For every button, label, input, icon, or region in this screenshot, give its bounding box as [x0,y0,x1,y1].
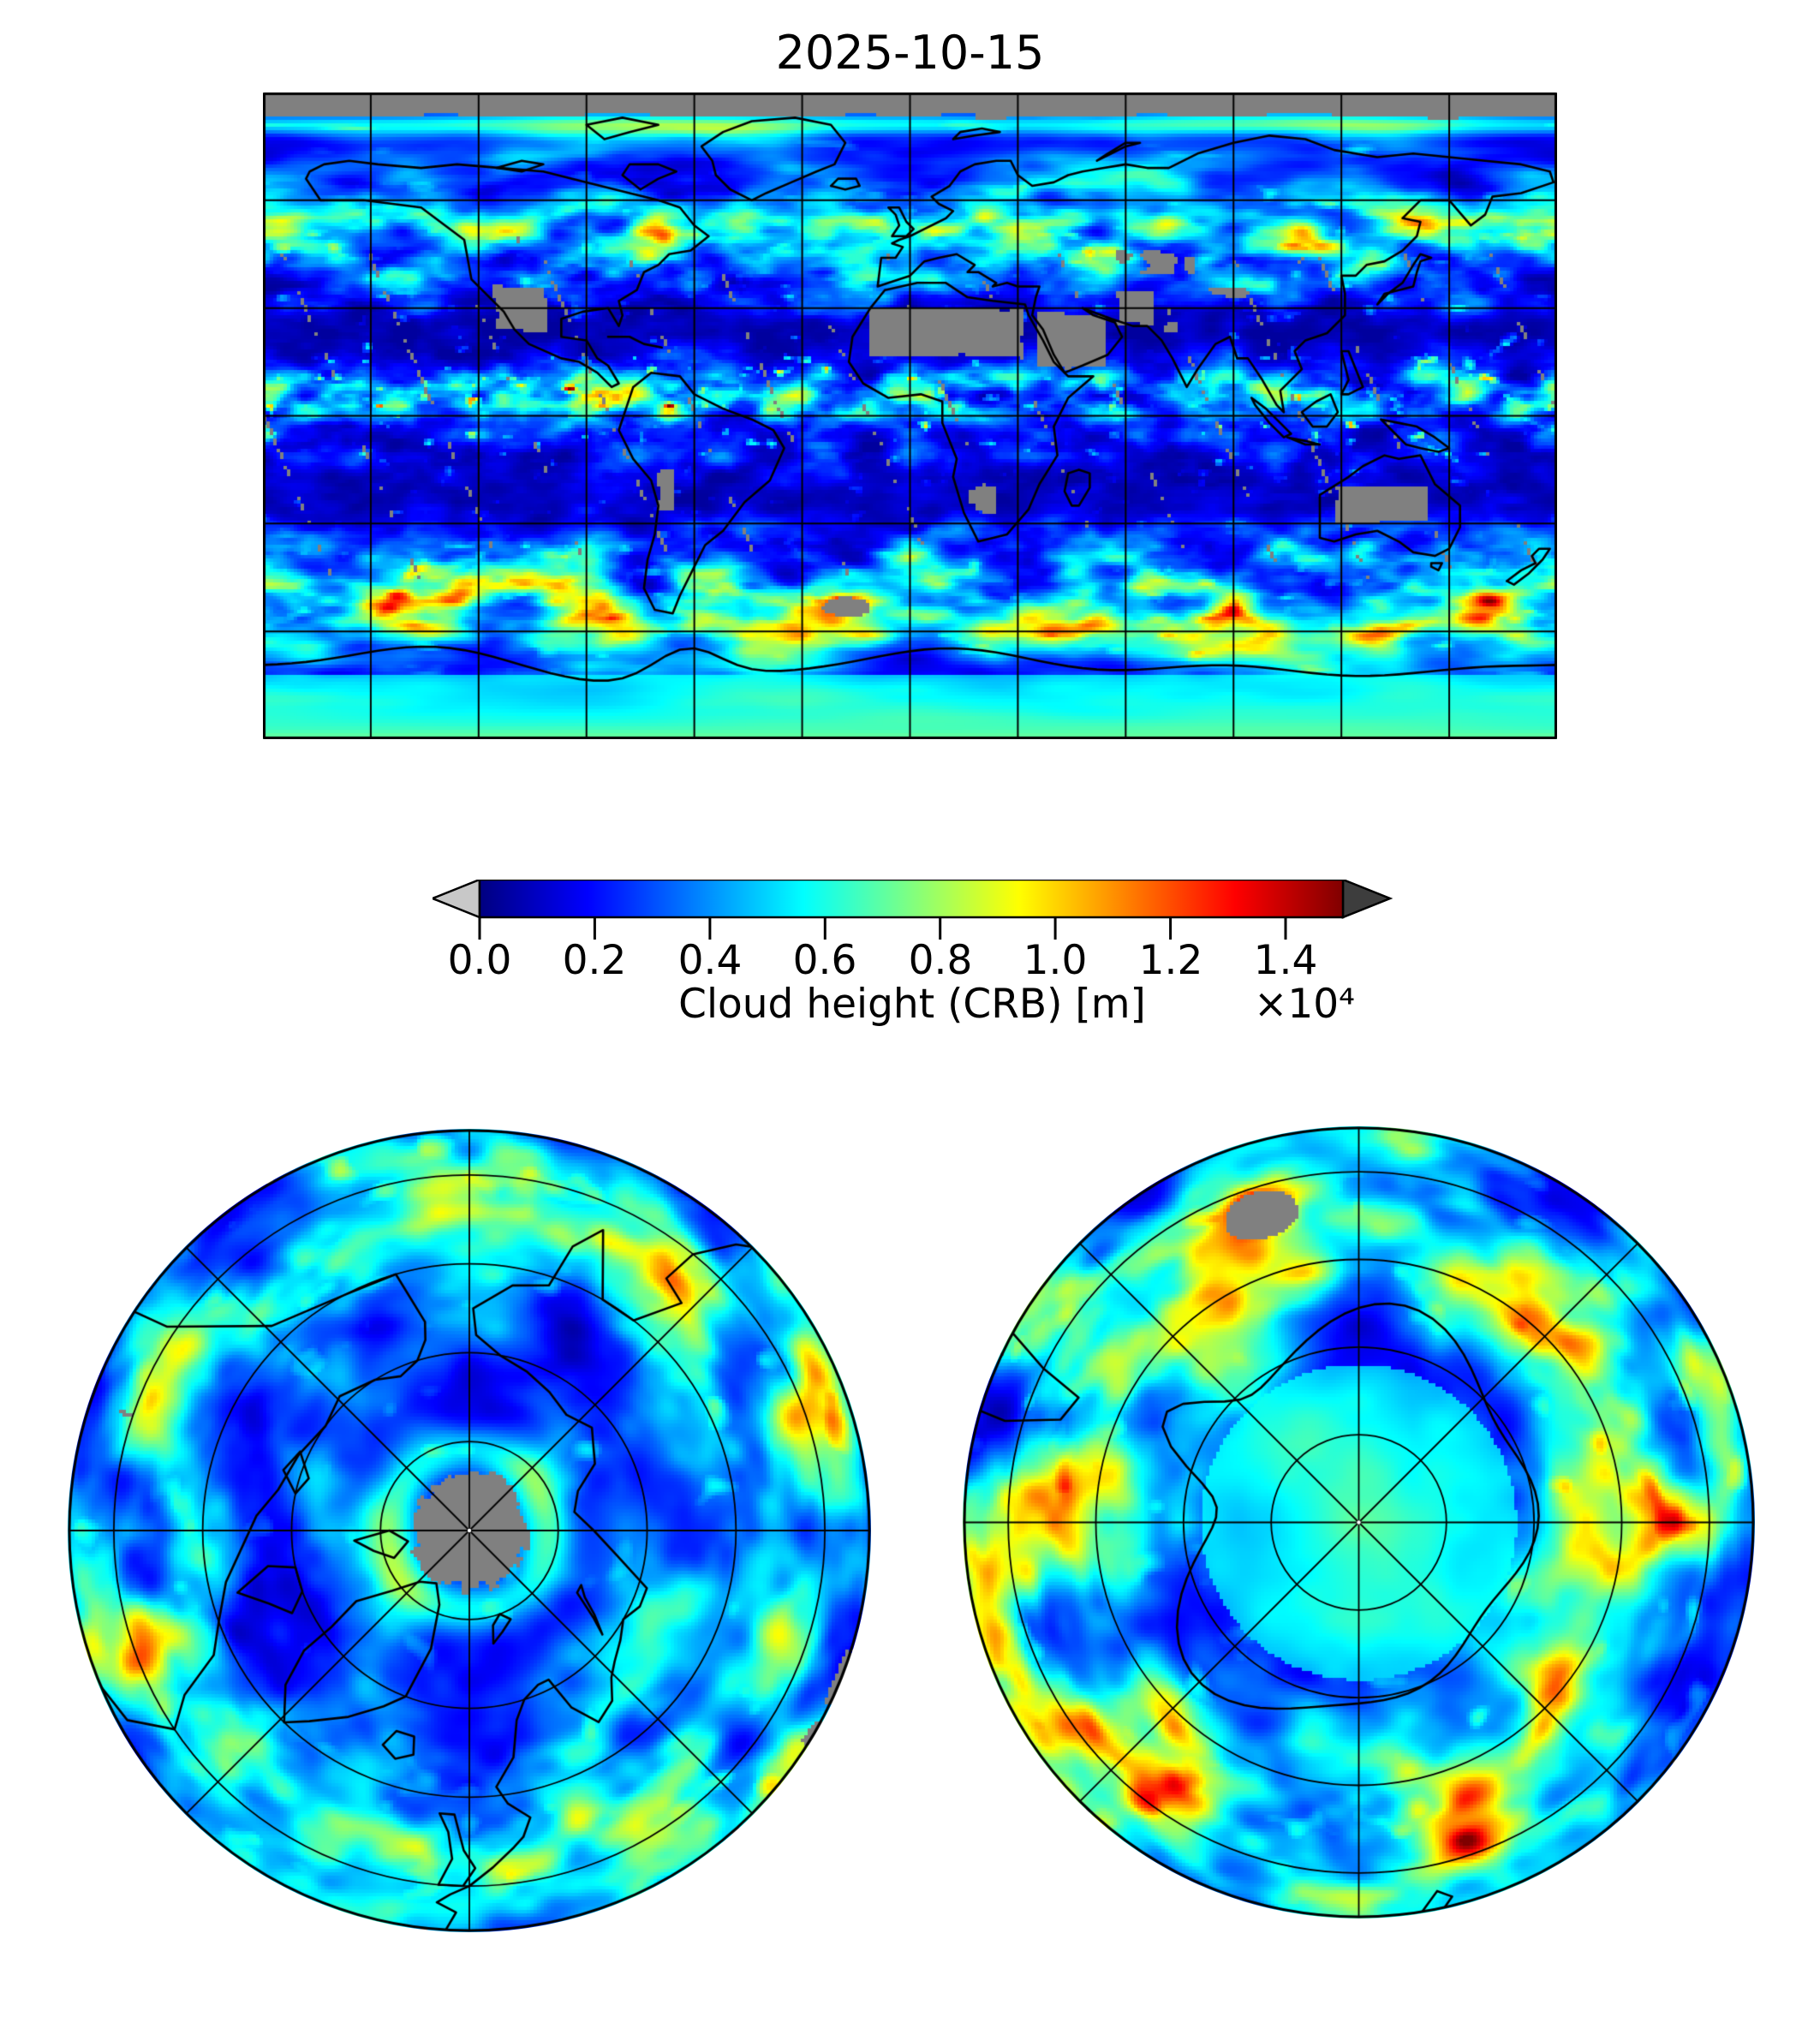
north-polar-panel [68,1129,871,1932]
colorbar-tick-label: 0.4 [677,937,743,984]
south-polar-panel [963,1126,1755,1919]
colorbar-tick-labels: 0.0 0.2 0.4 0.6 0.8 1.0 1.2 1.4 [433,937,1405,984]
figure-title: 2025-10-15 [775,26,1045,80]
colorbar-tick-label: 0.8 [908,937,973,984]
colorbar-tick-label: 1.4 [1253,937,1318,984]
colorbar-tick-label: 1.2 [1138,937,1203,984]
south-polar-canvas [963,1126,1755,1919]
global-map-canvas [263,92,1557,739]
colorbar-under-arrow [433,880,481,919]
colorbar-multiplier: ×10⁴ [1253,981,1355,1028]
colorbar-tick-label: 1.0 [1023,937,1088,984]
colorbar-tick-label: 0.6 [792,937,857,984]
colorbar-gradient [478,880,1345,919]
colorbar-tick-label: 0.2 [562,937,627,984]
colorbar-tick-marks [478,917,1287,940]
colorbar-over-arrow [1341,880,1393,919]
colorbar-tick-label: 0.0 [447,937,512,984]
north-polar-canvas [68,1129,871,1932]
colorbar-axis-label: Cloud height (CRB) [m] [678,981,1146,1028]
colorbar [433,880,1393,940]
